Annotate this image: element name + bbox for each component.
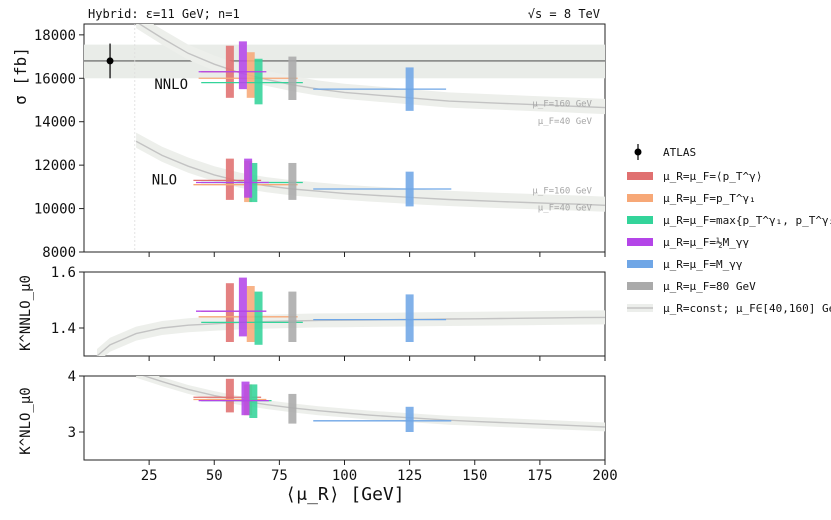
knlo-x-tick-label-2: 75 (271, 468, 288, 484)
knlo-x-tick-label-6: 175 (527, 468, 552, 484)
main-ylabel: σ [fb] (11, 47, 30, 105)
main-theory-curve-0-line (138, 24, 605, 109)
main-ylabel-group: σ [fb] (11, 47, 30, 105)
main-y-tick-label-0: 8000 (42, 245, 76, 261)
knnlo-series-2-point-0-scale-bar (254, 291, 263, 345)
main-series-5-point-0-scale-bar (288, 56, 297, 100)
knnlo-series-3-point-0-scale-bar (238, 277, 247, 337)
knnlo-y-tick-label-0: 1.4 (51, 321, 76, 337)
main-y-tick-label-1: 10000 (34, 202, 76, 218)
knlo-axes: 3 4 25 50 75 100 125 150 175 200 (68, 369, 618, 484)
knnlo-series-5-point-0-scale-bar (288, 291, 297, 342)
legend-swatch-1 (627, 194, 653, 202)
atlas-uncertainty-band (84, 44, 605, 79)
atlas-point (106, 57, 114, 65)
main-group-label-1: NLO (152, 173, 177, 189)
legend-label-4: μ_R=μ_F=M_γγ (663, 258, 743, 271)
knlo-theory-curve-line (142, 376, 605, 428)
legend-label-3: μ_R=μ_F=½M_γγ (663, 236, 749, 249)
main-y-tick-label-3: 14000 (34, 115, 76, 131)
main-y-tick-label-5: 18000 (34, 28, 76, 44)
legend-swatch-2 (627, 216, 653, 224)
main-curve-label-3: μ_F=40 GeV (538, 204, 593, 214)
main-series-0-point-1-scale-bar (225, 158, 234, 200)
main-theory-curve-1-line (135, 140, 605, 206)
main-y-tick-label-4: 16000 (34, 71, 76, 87)
knnlo-axes: 1.4 1.6 (51, 265, 606, 361)
knlo-plot-area (136, 376, 605, 432)
legend-swatch-3 (627, 238, 653, 246)
knnlo-plot-area (96, 277, 605, 356)
main-curve-label-1: μ_F=40 GeV (538, 117, 593, 127)
knlo-x-tick-label-5: 150 (462, 468, 487, 484)
main-axes: 8000 10000 12000 14000 16000 18000 (34, 28, 606, 261)
knnlo-ylabel: K^NNLO_μ0 (18, 275, 34, 351)
main-series-3-point-1-scale-bar (244, 158, 253, 198)
knnlo-series-0-point-0-scale-bar (225, 283, 234, 342)
main-y-tick-label-2: 12000 (34, 158, 76, 174)
legend-label-0: μ_R=μ_F=⟨p_T^γ⟩ (663, 170, 762, 183)
main-series-5-point-1-scale-bar (288, 162, 297, 200)
legend-label-2: μ_R=μ_F=max{p_T^γ₁, p_T^γ₂} (663, 214, 831, 227)
knlo-series-4-point-0-scale-bar (405, 406, 414, 432)
top-left-label: Hybrid: ε=11 GeV; n=1 (88, 7, 240, 21)
knlo-series-5-point-0-scale-bar (288, 393, 297, 424)
knnlo-ylabel-group: K^NNLO_μ0 (18, 275, 34, 351)
legend-label-5: μ_R=μ_F=80 GeV (663, 280, 756, 293)
knlo-x-tick-label-1: 50 (206, 468, 223, 484)
main-plot-area: NNLO NLO μ_F=160 GeV μ_F=40 GeV μ_F=160 GeV μ… (84, 24, 605, 252)
knlo-x-tick-label-3: 100 (332, 468, 357, 484)
main-series-1-point-0-scale-bar (246, 52, 255, 98)
knnlo-y-tick-label-1: 1.6 (51, 265, 76, 281)
knlo-x-tick-label-0: 25 (141, 468, 158, 484)
knlo-ylabel: K^NLO_μ0 (18, 387, 34, 454)
legend-label-6: μ_R=const; μ_F∈[40,160] GeV (663, 302, 831, 315)
main-series-3-point-0-scale-bar (238, 41, 247, 90)
knnlo-series-1-point-0-scale-bar (246, 286, 255, 342)
knlo-ylabel-group: K^NLO_μ0 (18, 387, 34, 454)
main-series-2-point-0-scale-bar (254, 58, 263, 105)
main-curve-label-2: μ_F=160 GeV (532, 186, 592, 196)
main-group-label-0: NNLO (154, 77, 188, 93)
knlo-y-tick-label-1: 4 (68, 369, 76, 385)
knnlo-series-4-point-0-scale-bar (405, 294, 414, 342)
legend-atlas-marker (634, 148, 642, 156)
top-right-label: √s = 8 TeV (528, 7, 600, 21)
knlo-x-tick-label-7: 200 (592, 468, 617, 484)
knlo-theory-curve-band (136, 376, 605, 432)
legend: ATLAS μ_R=μ_F=⟨p_T^γ⟩ μ_R=μ_F=p_T^γ₁ μ_R=μ_… (627, 144, 831, 315)
knlo-series-0-point-0-scale-bar (225, 378, 234, 413)
legend-swatch-0 (627, 172, 653, 180)
main-curve-label-0: μ_F=160 GeV (532, 100, 592, 110)
legend-label-1: μ_R=μ_F=p_T^γ₁ (663, 192, 756, 205)
knlo-series-3-point-0-scale-bar (241, 381, 250, 416)
x-axis-label: ⟨μ_R⟩ [GeV] (285, 484, 404, 505)
legend-swatch-5 (627, 282, 653, 290)
legend-swatch-4 (627, 260, 653, 268)
legend-atlas-label: ATLAS (663, 146, 696, 159)
knlo-x-tick-label-4: 125 (397, 468, 422, 484)
knlo-y-tick-label-0: 3 (68, 425, 76, 441)
